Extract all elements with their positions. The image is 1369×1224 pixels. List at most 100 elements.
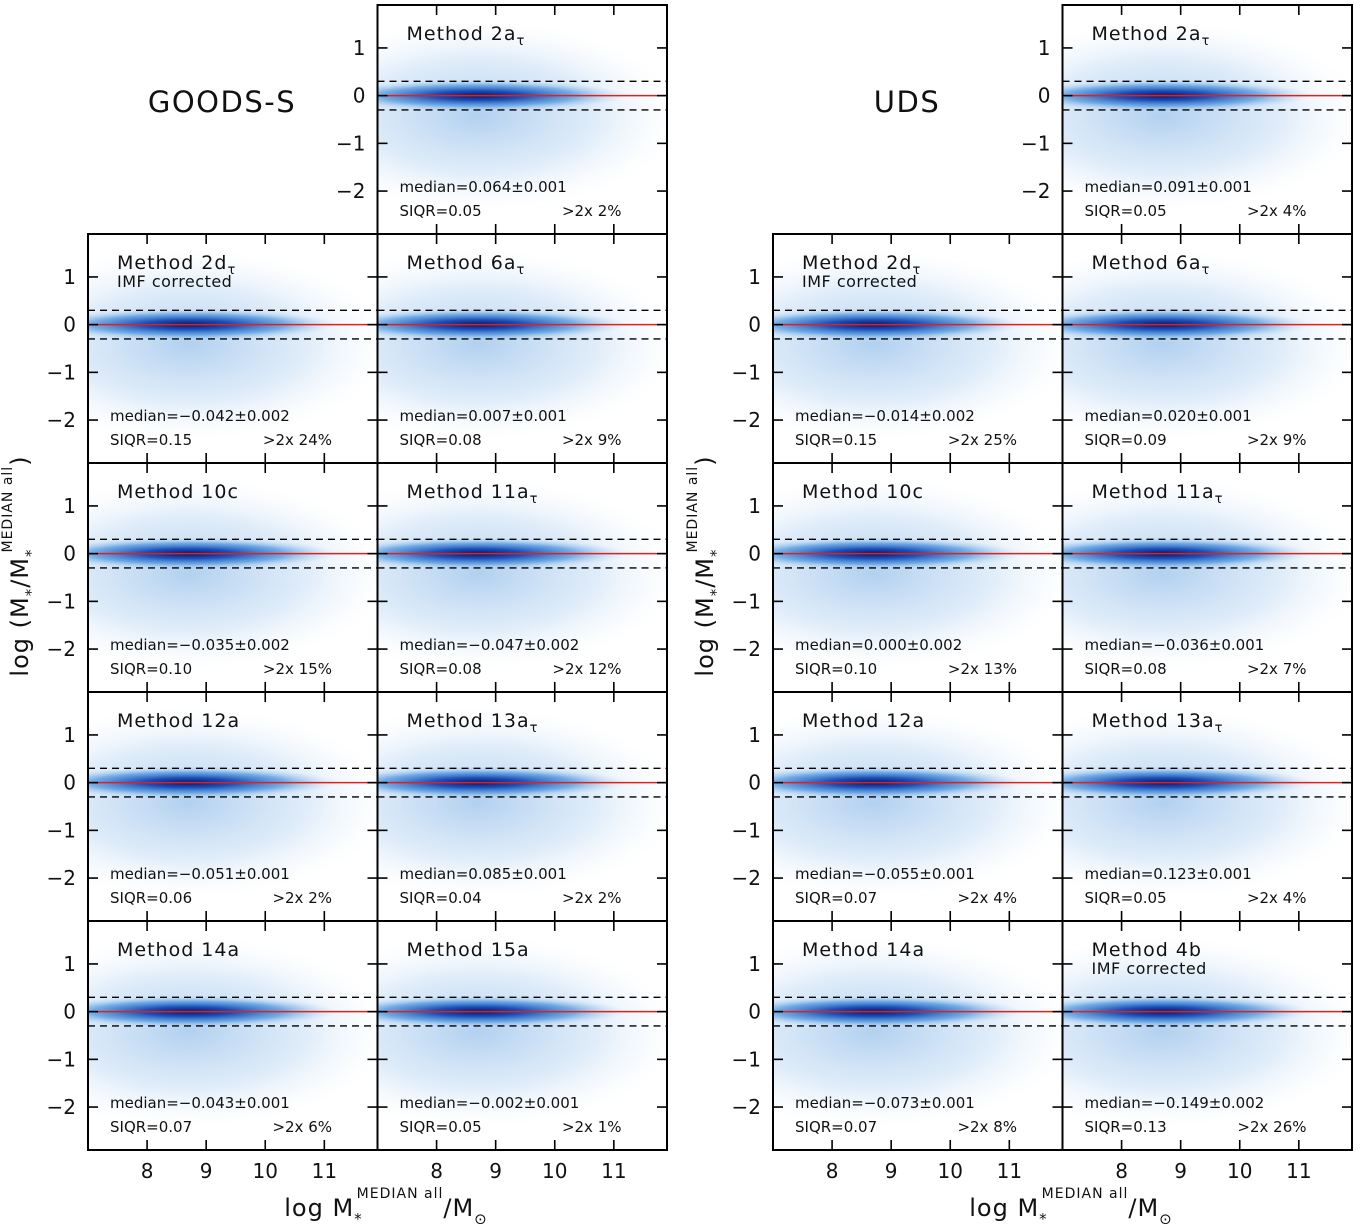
panel-label-sub: τ [1202,263,1211,278]
panel-siqr: SIQR=0.15 [110,431,192,449]
panel-label-text: Method 14a [117,939,240,961]
y-tick-label: −2 [1021,179,1050,203]
y-axis-label: log (M*/M*MEDIAN all) [685,455,725,676]
panel: Method 11aτ median=−0.047±0.002 SIQR=0.08 >… [376,462,668,693]
y-tick-label: 0 [748,542,761,566]
y-tick-label: −2 [732,637,761,661]
panel-label-text: Method 2a [1092,23,1202,45]
panel-label-text: Method 2d [802,252,912,274]
y-tick-label: −1 [47,1047,76,1071]
density-halo [1062,707,1352,898]
panel-outliers: >2x 13% [948,660,1017,678]
panel: 1 0 −1 −2 Method 12a median=−0.055±0.001 SIQR=… [732,691,1064,922]
x-tick-label: 9 [489,1159,502,1183]
panel: 1 0 −1 −2 Method 12a median=−0.051±0.001 SIQR=… [47,691,379,922]
panel: Method 6aτ median=0.007±0.001 SIQR=0.08 >2x… [376,233,668,464]
panel-label-sub: τ [1215,492,1224,507]
panel-siqr: SIQR=0.13 [1085,1118,1167,1136]
y-tick-label: 0 [748,1000,761,1024]
panel-outliers: >2x 7% [1247,660,1307,678]
y-tick-label: 1 [748,265,761,289]
x-label-sub: * [1039,1210,1048,1224]
y-label-sup: MEDIAN all [685,466,701,553]
y-tick-label: 0 [63,313,76,337]
panel-label-text: Method 4b [1092,939,1202,961]
density-halo [377,478,667,669]
panel-outliers: >2x 2% [562,202,622,220]
y-tick-label: 1 [63,265,76,289]
y-tick-label: 1 [63,494,76,518]
density [773,707,1063,898]
panel-label-text: Method 11a [407,481,530,503]
y-tick-label: 1 [63,723,76,747]
group-title: GOODS-S [148,85,296,119]
panel-outliers: >2x 12% [552,660,621,678]
panel: Method 6aτ median=0.020±0.001 SIQR=0.09 >2x… [1061,233,1353,464]
panel-label-text: Method 6a [407,252,517,274]
density [377,936,667,1127]
y-tick-label: 1 [63,952,76,976]
x-axis-label: log M* MEDIAN all/M⊙ [969,1186,1173,1224]
panel: 1 0 −1 −2 Method 2aτ median=0.091±0.001 SIQR=0… [1021,4,1353,235]
x-axis-label: log M* MEDIAN all/M⊙ [284,1186,488,1224]
panel-outliers: >2x 26% [1237,1118,1306,1136]
y-tick-label: −1 [336,131,365,155]
y-tick-label: 0 [63,1000,76,1024]
y-label-mid-sub: * [707,548,725,557]
y-tick-label: 1 [1038,36,1051,60]
panel-label: Method 11aτ [407,481,539,507]
y-tick-label: 1 [748,494,761,518]
density-halo [88,936,378,1127]
x-tick-label: 11 [1286,1159,1311,1183]
panel-median: median=−0.014±0.002 [795,407,975,425]
panel-label: Method 14a [117,939,240,961]
panel: 1 0 −1 −2 Method 10c median=0.000±0.002 SIQR=0… [732,462,1064,693]
panel-median: median=0.091±0.001 [1085,178,1252,196]
panel-label-text: Method 10c [117,481,239,503]
x-tick-label: 8 [141,1159,154,1183]
y-tick-label: −2 [47,637,76,661]
y-label-text: log (M [691,596,719,676]
y-tick-label: −2 [47,1095,76,1119]
y-tick-label: −2 [47,866,76,890]
panel-label-text: Method 13a [407,710,530,732]
x-label-sub: * [354,1210,363,1224]
panel-label: Method 13aτ [1092,710,1224,736]
panel-median: median=−0.043±0.001 [110,1094,290,1112]
panel-siqr: SIQR=0.05 [1085,889,1167,907]
x-tick-label: 11 [312,1159,337,1183]
panel-label-text: Method 12a [802,710,925,732]
x-tick-label: 8 [1115,1159,1128,1183]
panel-label: Method 15a [407,939,530,961]
panel-label: Method 11aτ [1092,481,1224,507]
x-tick-label: 11 [997,1159,1022,1183]
panel-siqr: SIQR=0.08 [400,660,482,678]
panel-label-sub: τ [1215,721,1224,736]
panel-siqr: SIQR=0.04 [400,889,482,907]
panel-median: median=−0.055±0.001 [795,865,975,883]
panel-outliers: >2x 9% [1247,431,1307,449]
panel-siqr: SIQR=0.15 [795,431,877,449]
panel-label: Method 10c [802,481,924,503]
panel-label-text: Method 2d [117,252,227,274]
panel-outliers: >2x 25% [948,431,1017,449]
panel-outliers: >2x 8% [957,1118,1017,1136]
panel-outliers: >2x 1% [562,1118,622,1136]
x-tick-label: 11 [601,1159,626,1183]
x-tick-label: 9 [200,1159,213,1183]
y-label-sup: MEDIAN all [0,466,16,553]
panel-outliers: >2x 6% [272,1118,332,1136]
panel-outliers: >2x 4% [1247,202,1307,220]
y-label-text: log (M [6,596,34,676]
panel-label: Method 2aτ [407,23,526,49]
panel-median: median=−0.036±0.001 [1085,636,1265,654]
y-tick-label: 0 [63,542,76,566]
panel: 1 0 −1 −2 Method 2aτ median=0.064±0.001 SIQR=0… [336,4,668,235]
panel-siqr: SIQR=0.05 [400,202,482,220]
y-label-mid: /M [6,557,34,588]
y-tick-label: 0 [748,771,761,795]
